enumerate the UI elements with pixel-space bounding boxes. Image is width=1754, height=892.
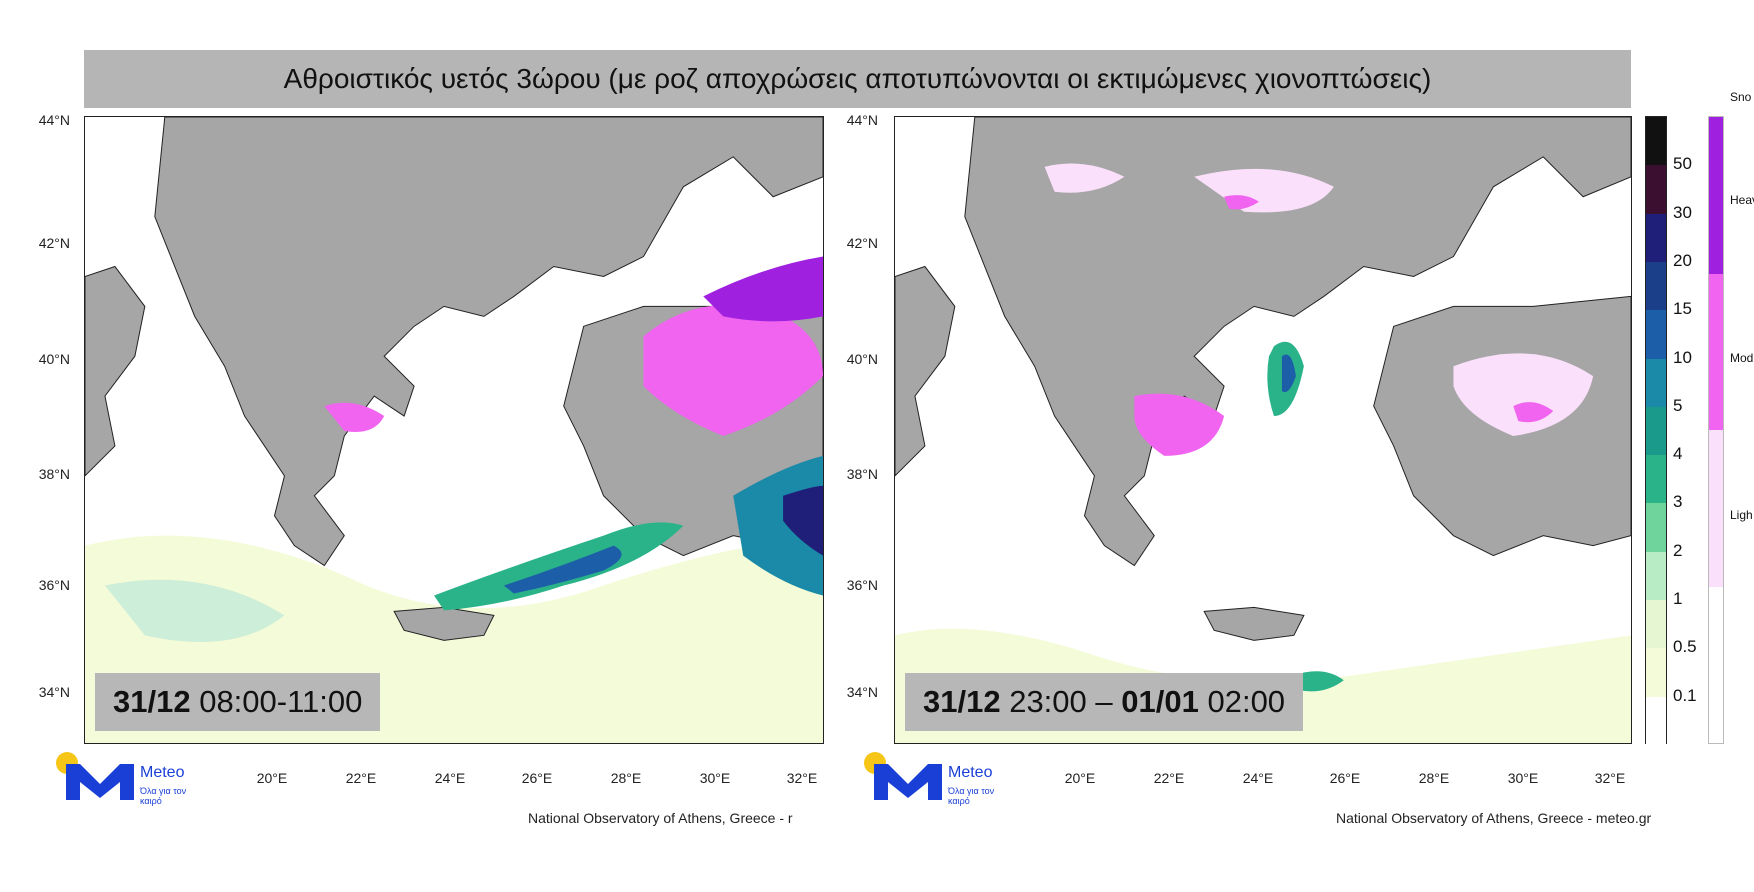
colorbar-segment	[1646, 213, 1666, 262]
time-date-start: 31/12	[113, 684, 191, 719]
snow-legend-heavy: Heav	[1730, 193, 1754, 207]
meteo-logo-right: Meteo Όλα για τον καιρό	[864, 752, 1024, 812]
logo-tagline: Όλα για τον καιρό	[948, 786, 995, 806]
time-date-end: 01/01	[1121, 684, 1199, 719]
credit-left: National Observatory of Athens, Greece -…	[528, 810, 793, 826]
colorbar-label: 10	[1673, 347, 1692, 367]
lon-label: 32°E	[786, 770, 818, 786]
snow-colorbar-segment	[1709, 430, 1723, 587]
lat-label: 40°N	[846, 351, 878, 367]
lon-label: 28°E	[1418, 770, 1450, 786]
lat-label: 42°N	[846, 235, 878, 251]
colorbar-label: 1	[1673, 589, 1683, 609]
lon-label: 20°E	[256, 770, 288, 786]
lon-label: 20°E	[1064, 770, 1096, 786]
lat-label: 44°N	[38, 112, 70, 128]
map-panel-right: 31/12 23:00 – 01/01 02:00	[894, 116, 1632, 744]
colorbar-segment	[1646, 358, 1666, 407]
lat-label: 36°N	[38, 577, 70, 593]
time-start: 23:00 –	[1009, 684, 1113, 719]
colorbar-label: 50	[1673, 154, 1692, 174]
lat-label: 34°N	[846, 684, 878, 700]
colorbar-segment	[1646, 165, 1666, 214]
logo-tagline: Όλα για τον καιρό	[140, 786, 187, 806]
lon-label: 30°E	[1507, 770, 1539, 786]
lon-label: 22°E	[345, 770, 377, 786]
snow-legend-title: Sno	[1730, 90, 1752, 104]
time-end: 02:00	[1207, 684, 1286, 719]
snow-colorbar-segment	[1709, 273, 1723, 430]
lat-label: 44°N	[846, 112, 878, 128]
lon-label: 32°E	[1594, 770, 1626, 786]
colorbar-segment	[1646, 117, 1666, 166]
colorbar-label: 30	[1673, 202, 1692, 222]
colorbar-label: 5	[1673, 395, 1683, 415]
colorbar-label: 4	[1673, 444, 1683, 464]
map-title: Αθροιστικός υετός 3ώρου (με ροζ αποχρώσε…	[283, 63, 1432, 94]
colorbar-segment	[1646, 503, 1666, 552]
precipitation-map-right	[895, 117, 1631, 743]
lon-label: 26°E	[1329, 770, 1361, 786]
logo-name: Meteo	[140, 764, 185, 781]
snow-colorbar-segment	[1709, 586, 1723, 743]
colorbar-segment	[1646, 600, 1666, 649]
lat-label: 36°N	[846, 577, 878, 593]
colorbar-segment	[1646, 696, 1666, 745]
time-date-start: 31/12	[923, 684, 1001, 719]
map-panel-left: 31/12 08:00-11:00	[84, 116, 824, 744]
precipitation-colorbar	[1645, 116, 1667, 745]
meteo-logo-left: Meteo Όλα για τον καιρό	[56, 752, 216, 812]
title-banner: Αθροιστικός υετός 3ώρου (με ροζ αποχρώσε…	[84, 50, 1631, 108]
m-logo-icon	[874, 764, 942, 800]
time-label-left: 31/12 08:00-11:00	[95, 673, 381, 731]
snow-colorbar-segment	[1709, 117, 1723, 274]
colorbar-segment	[1646, 455, 1666, 504]
lat-label: 38°N	[846, 466, 878, 482]
m-logo-icon	[66, 764, 134, 800]
time-label-right: 31/12 23:00 – 01/01 02:00	[905, 673, 1304, 731]
precipitation-map-left	[85, 117, 823, 743]
logo-name: Meteo	[948, 764, 993, 781]
colorbar-segment	[1646, 551, 1666, 601]
lat-label: 38°N	[38, 466, 70, 482]
credit-right: National Observatory of Athens, Greece -…	[1336, 810, 1652, 826]
colorbar-label: 0.1	[1673, 685, 1697, 705]
colorbar-segment	[1646, 406, 1666, 456]
colorbar-label: 15	[1673, 299, 1692, 319]
lon-label: 30°E	[699, 770, 731, 786]
snow-legend-light: Ligh	[1730, 508, 1753, 522]
lat-label: 40°N	[38, 351, 70, 367]
lon-label: 26°E	[521, 770, 553, 786]
colorbar-segment	[1646, 261, 1666, 311]
colorbar-label: 2	[1673, 540, 1683, 560]
time-range: 08:00-11:00	[199, 684, 363, 719]
lon-label: 24°E	[1242, 770, 1274, 786]
lon-label: 22°E	[1153, 770, 1185, 786]
lat-label: 34°N	[38, 684, 70, 700]
colorbar-label: 0.5	[1673, 637, 1697, 657]
colorbar-label: 3	[1673, 492, 1683, 512]
colorbar-segment	[1646, 648, 1666, 697]
lon-label: 28°E	[610, 770, 642, 786]
colorbar-label: 20	[1673, 250, 1692, 270]
lon-label: 24°E	[434, 770, 466, 786]
colorbar-segment	[1646, 310, 1666, 359]
lat-label: 42°N	[38, 235, 70, 251]
snow-legend-moderate: Mod	[1730, 351, 1754, 365]
snow-colorbar	[1708, 116, 1724, 744]
